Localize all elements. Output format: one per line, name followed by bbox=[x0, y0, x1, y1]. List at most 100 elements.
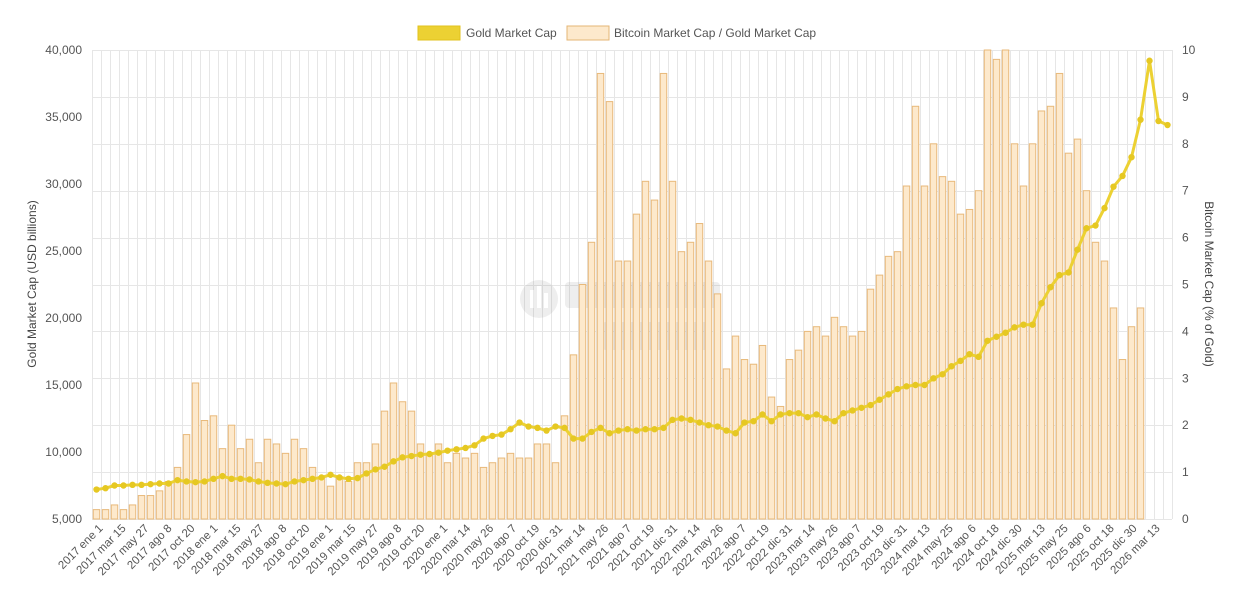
gold-point bbox=[1137, 116, 1144, 123]
gold-point bbox=[237, 475, 244, 482]
ratio-bar bbox=[1055, 72, 1064, 520]
gold-point bbox=[471, 442, 478, 449]
gold-point bbox=[921, 381, 928, 389]
gold-point bbox=[1047, 283, 1054, 291]
gold-point bbox=[1119, 172, 1126, 180]
gold-point bbox=[354, 474, 361, 482]
ratio-bar bbox=[1100, 260, 1109, 520]
ratio-bar bbox=[164, 480, 173, 520]
ratio-bar bbox=[155, 490, 164, 520]
gold-point bbox=[912, 381, 919, 389]
gold-point bbox=[165, 480, 172, 487]
y-right-tick-label: 4 bbox=[1182, 324, 1189, 338]
ratio-bar bbox=[1037, 110, 1046, 520]
ratio-bar bbox=[218, 448, 227, 520]
gold-point bbox=[102, 484, 109, 492]
y-axis-left: 5,000 10,000 15,000 20,000 25,000 30,000 35,00… bbox=[45, 43, 82, 526]
ratio-bar bbox=[983, 49, 992, 520]
gold-point bbox=[111, 482, 118, 489]
ratio-bar bbox=[722, 368, 731, 520]
legend: Gold Market Cap Bitcoin Market Cap / Gol… bbox=[417, 25, 816, 41]
ratio-bar bbox=[182, 434, 191, 520]
ratio-bar bbox=[1082, 190, 1091, 520]
ratio-bar bbox=[317, 476, 326, 520]
gold-point bbox=[192, 478, 199, 486]
ratio-bar bbox=[506, 452, 515, 520]
gold-point bbox=[264, 479, 271, 487]
ratio-bar bbox=[146, 495, 155, 520]
ratio-bar bbox=[137, 495, 146, 520]
ratio-bar bbox=[812, 326, 821, 520]
gold-point bbox=[1128, 154, 1135, 161]
gold-point bbox=[372, 466, 379, 473]
gold-point bbox=[984, 337, 991, 344]
ratio-bar bbox=[992, 58, 1001, 520]
gold-point bbox=[939, 371, 946, 378]
legend-item-ratio[interactable]: Bitcoin Market Cap / Gold Market Cap bbox=[566, 25, 816, 41]
ratio-bar bbox=[1109, 307, 1118, 520]
ratio-bar bbox=[533, 443, 542, 520]
gold-point bbox=[840, 409, 847, 417]
gold-point bbox=[849, 407, 856, 414]
ratio-bar bbox=[857, 330, 866, 520]
ratio-bar bbox=[686, 241, 695, 520]
gold-point bbox=[453, 446, 460, 453]
gold-point bbox=[417, 451, 424, 458]
gold-point bbox=[1029, 321, 1036, 328]
ratio-bar bbox=[1091, 241, 1100, 520]
ratio-bar bbox=[911, 105, 920, 520]
ratio-bar bbox=[848, 335, 857, 520]
gold-point bbox=[885, 391, 892, 398]
gold-point bbox=[786, 409, 793, 417]
gold-point bbox=[579, 435, 586, 442]
ratio-bar bbox=[371, 443, 380, 520]
ratio-bar bbox=[785, 359, 794, 520]
ratio-bar bbox=[110, 504, 119, 520]
ratio-bar bbox=[821, 335, 830, 520]
legend-item-gold[interactable]: Gold Market Cap bbox=[417, 25, 557, 41]
ratio-bar bbox=[227, 424, 236, 520]
gold-point bbox=[255, 478, 262, 485]
gold-point bbox=[138, 481, 145, 489]
ratio-bar bbox=[767, 396, 776, 520]
gold-point bbox=[246, 476, 253, 483]
gold-point bbox=[381, 463, 388, 470]
gold-point bbox=[426, 450, 433, 458]
y-right-tick-label: 7 bbox=[1182, 184, 1189, 198]
ratio-bar bbox=[632, 213, 641, 520]
gold-point bbox=[1083, 225, 1090, 232]
ratio-bar bbox=[1001, 49, 1010, 520]
ratio-bars bbox=[92, 49, 1145, 520]
ratio-bar bbox=[326, 485, 335, 520]
ratio-bar bbox=[803, 330, 812, 520]
ratio-bar bbox=[209, 415, 218, 520]
gold-point bbox=[516, 419, 523, 426]
ratio-bar bbox=[497, 457, 506, 520]
gold-point bbox=[318, 474, 325, 481]
gold-point bbox=[1056, 271, 1063, 279]
ratio-bar bbox=[236, 448, 245, 520]
gold-point bbox=[525, 423, 532, 430]
ratio-bar bbox=[704, 260, 713, 520]
ratio-bar bbox=[839, 326, 848, 520]
ratio-bar bbox=[362, 462, 371, 520]
gold-point bbox=[273, 480, 280, 487]
y-right-tick-label: 0 bbox=[1182, 512, 1189, 526]
gold-points bbox=[93, 57, 1171, 493]
ratio-bar bbox=[740, 359, 749, 520]
gold-point bbox=[156, 480, 163, 487]
gold-point bbox=[336, 474, 343, 481]
legend-label-ratio: Bitcoin Market Cap / Gold Market Cap bbox=[614, 26, 816, 40]
gold-point bbox=[129, 481, 136, 489]
ratio-bar bbox=[614, 260, 623, 520]
gold-point bbox=[147, 480, 154, 488]
ratio-bar bbox=[749, 363, 758, 520]
ratio-bar bbox=[956, 213, 965, 520]
ratio-bar bbox=[173, 466, 182, 520]
gold-point bbox=[867, 401, 874, 409]
ratio-bar bbox=[623, 260, 632, 520]
ratio-bar bbox=[1136, 307, 1145, 520]
gold-point bbox=[705, 422, 712, 429]
ratio-bar bbox=[461, 457, 470, 520]
gold-point bbox=[741, 419, 748, 426]
